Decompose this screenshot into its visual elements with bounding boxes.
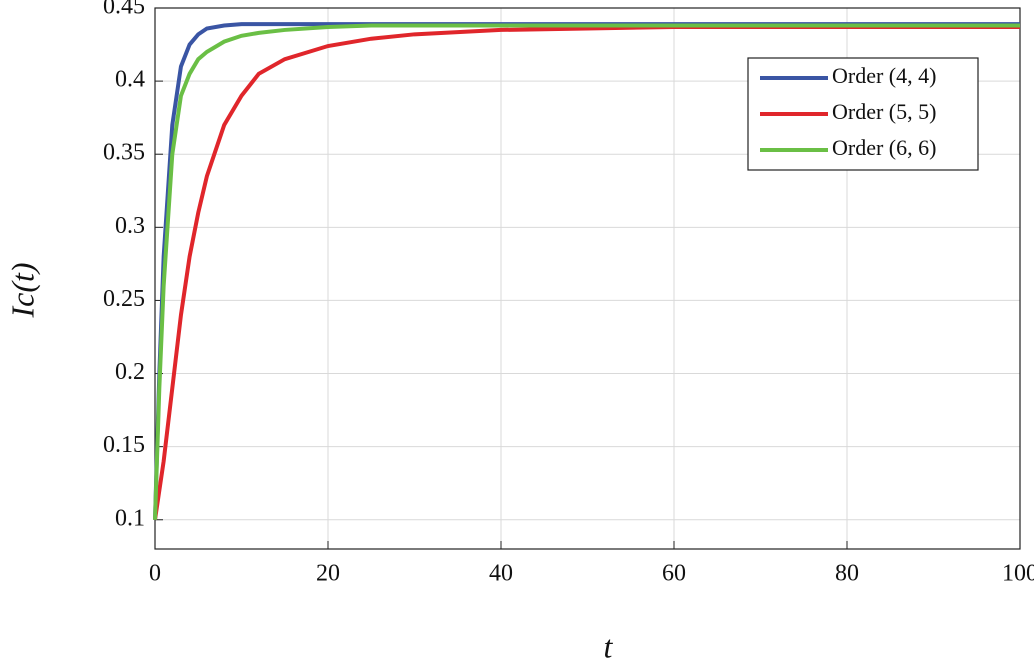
- y-tick-label: 0.35: [103, 140, 145, 166]
- series-line: [153, 23, 1020, 520]
- x-tick-label: 40: [489, 561, 513, 587]
- legend-label: Order (5, 5): [832, 99, 936, 124]
- x-tick-label: 0: [149, 561, 161, 587]
- y-tick-label: 0.15: [103, 432, 145, 458]
- x-tick-label: 80: [835, 561, 859, 587]
- x-axis-label: t: [604, 628, 614, 664]
- x-tick-label: 60: [662, 561, 686, 587]
- x-tick-label: 20: [316, 561, 340, 587]
- y-tick-label: 0.3: [115, 213, 145, 239]
- y-tick-label: 0.2: [115, 359, 145, 385]
- legend-label: Order (4, 4): [832, 63, 936, 88]
- y-axis-label: Ic(t): [4, 262, 40, 318]
- y-tick-label: 0.4: [115, 67, 145, 93]
- y-tick-label: 0.45: [103, 0, 145, 20]
- y-tick-label: 0.1: [115, 505, 145, 531]
- x-tick-label: 100: [1002, 561, 1034, 587]
- legend-label: Order (6, 6): [832, 135, 936, 160]
- y-tick-label: 0.25: [103, 286, 145, 312]
- plot-frame: [154, 7, 1021, 550]
- series-line: [153, 25, 1020, 521]
